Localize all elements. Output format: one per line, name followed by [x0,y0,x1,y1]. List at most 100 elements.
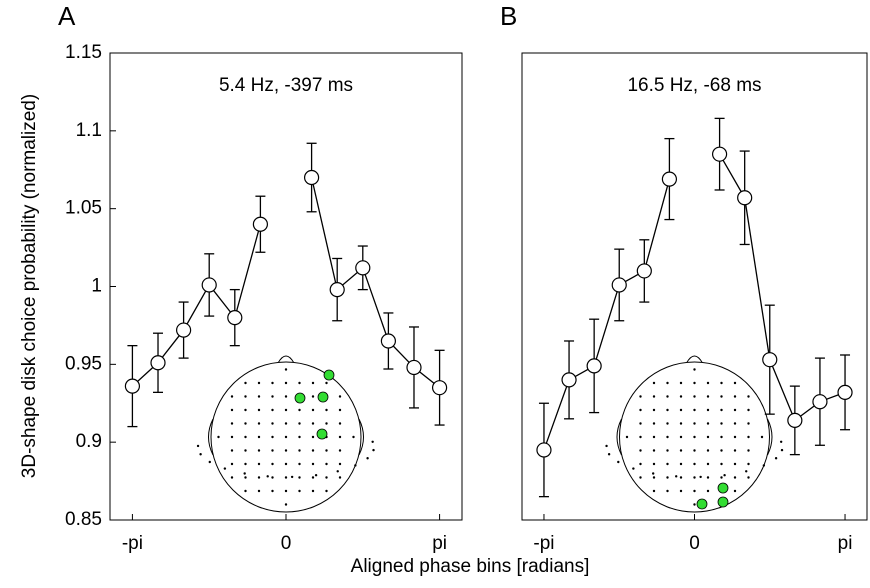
electrode [652,489,656,493]
electrode [284,435,288,439]
electrode [325,489,328,493]
electrode [325,476,328,479]
selected-electrode [717,482,729,494]
electrode [639,462,642,466]
annotation: 5.4 Hz, -397 ms [219,75,353,96]
electrode [257,395,261,398]
electrode [311,381,315,385]
electrode [271,476,274,479]
electrode [652,462,656,466]
electrode [244,395,247,398]
x-tick-label: pi [838,533,853,554]
x-axis-label: Aligned phase bins [radians] [351,556,590,577]
electrode [271,408,274,412]
electrode [230,476,234,479]
electrode [366,457,369,460]
electrode [720,449,723,452]
electrode [639,395,642,398]
electrode [639,435,642,439]
electrode [325,422,328,425]
electrode [230,449,234,452]
electrode [244,449,247,452]
electrode [311,462,315,466]
electrode [284,462,288,466]
marker [176,322,192,338]
electrode [284,503,288,506]
electrode [271,462,274,466]
electrode [325,462,328,466]
electrode [298,381,301,385]
electrode [298,422,301,425]
electrode [311,422,315,425]
electrode [371,440,374,443]
electrode [290,475,294,479]
electrode [298,435,301,439]
electrode [244,381,247,385]
electrode [762,464,766,467]
electrode [223,467,227,470]
electrode [230,435,234,439]
x-tick-label: 0 [689,533,700,554]
marker [561,372,577,388]
electrode [747,395,750,398]
electrode [244,476,247,479]
electrode [196,444,200,448]
electrode [311,476,315,479]
electrode [693,408,696,412]
electrode [639,422,642,425]
electrode [208,460,211,464]
electrode [720,462,723,466]
y-tick-label: 0.9 [76,431,102,452]
panel-label: A [58,1,76,31]
electrode [298,476,301,479]
electrode [284,449,288,452]
marker [711,146,728,162]
electrode [298,449,301,452]
electrode [733,489,737,493]
electrode [284,476,288,479]
head-topography [605,355,784,513]
electrode [244,422,247,425]
electrode [679,395,683,398]
electrode [774,457,778,460]
electrode [693,381,696,385]
marker [252,216,269,232]
head-topography [196,355,375,513]
electrode [733,476,737,479]
electrode [666,395,669,398]
electrode [693,449,696,452]
electrode [699,475,702,479]
electrode [607,453,611,456]
electrode [271,435,274,439]
electrode [652,408,656,412]
x-tick-label: -pi [533,533,554,554]
electrode [284,368,288,371]
marker [380,333,396,349]
electrode [257,422,261,425]
data-line [310,177,440,389]
electrode [311,449,315,452]
marker [303,169,320,186]
electrode [679,462,683,466]
electrode [217,435,220,439]
electrode [338,408,342,412]
marker [431,380,448,396]
electrode [257,408,261,412]
electrode [679,381,683,385]
selected-electrode [717,496,729,508]
electrode [666,489,669,493]
marker [329,282,345,298]
electrode [230,422,234,425]
electrode [666,422,669,425]
electrode [257,489,261,493]
marker [812,394,828,410]
electrode [372,448,375,452]
electrode [284,395,288,398]
electrode [338,476,342,479]
electrode [693,368,696,371]
electrode [244,408,247,412]
electrode [679,449,683,452]
electrode [693,462,696,466]
electrode [720,422,723,425]
electrode [747,422,750,425]
